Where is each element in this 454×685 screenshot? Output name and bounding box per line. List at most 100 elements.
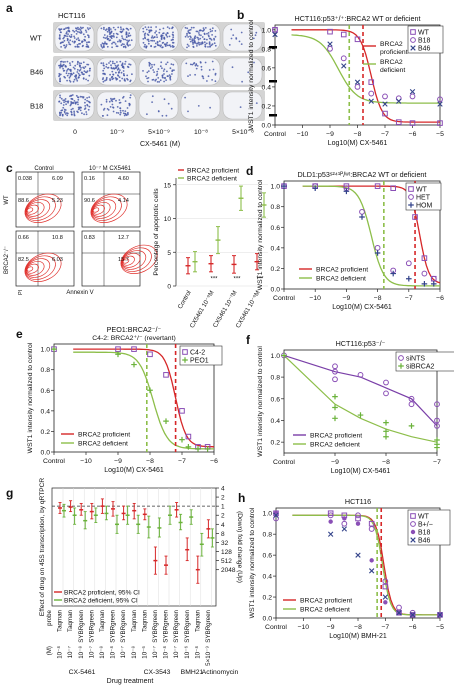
colony — [166, 75, 169, 77]
colony — [59, 77, 61, 80]
data-point — [368, 79, 375, 85]
y-tick-label: 128 — [221, 549, 232, 556]
series-legend-marker — [410, 521, 416, 527]
data-point — [179, 436, 185, 443]
assay-label: SYBRgreen — [163, 609, 170, 642]
data-point — [390, 185, 396, 191]
colony — [111, 103, 114, 106]
colony — [194, 64, 197, 67]
series-legend-label: B+/− — [418, 522, 433, 529]
series-legend-label: C4-2 — [190, 350, 205, 357]
quadrant-value: 0.66 — [18, 235, 29, 241]
quadrant-value: 4.14 — [118, 198, 129, 204]
colony — [70, 108, 73, 111]
colony — [211, 60, 214, 63]
density-contour — [25, 201, 45, 217]
colony — [203, 33, 206, 36]
y-tick-label: 0.4 — [263, 574, 273, 581]
significance-mark: *** — [256, 277, 264, 283]
colony — [158, 40, 161, 42]
category-label: CX5461 10⁻⁹M — [189, 290, 216, 330]
y-tick-label: 0.4 — [41, 408, 51, 415]
colony — [122, 46, 125, 48]
density-contour — [24, 252, 62, 282]
data-point — [368, 568, 375, 574]
data-point — [408, 401, 415, 408]
panel-letter: e — [16, 327, 23, 341]
data-point — [327, 45, 333, 52]
density-contour — [25, 196, 56, 221]
colony — [184, 96, 187, 99]
scale-bar — [269, 114, 277, 117]
colony — [122, 73, 125, 75]
colony — [150, 39, 153, 42]
series-legend-label: PEO1 — [190, 358, 209, 365]
colony — [121, 77, 124, 80]
colony — [105, 98, 108, 101]
colony — [115, 36, 118, 39]
panel-letter: b — [237, 8, 244, 22]
colony — [158, 81, 161, 83]
colony — [70, 72, 72, 75]
colony — [125, 33, 128, 36]
assay-label: Taqman — [99, 609, 106, 632]
colony — [207, 75, 210, 78]
drug-group-label: CX-5461 — [69, 669, 96, 676]
colony — [166, 70, 168, 73]
data-point — [382, 101, 388, 107]
conc-label: 10⁻⁸ — [194, 129, 208, 136]
colony — [86, 103, 89, 106]
data-point — [405, 260, 412, 267]
x-tick-label: −8 — [146, 458, 154, 465]
colony — [169, 67, 172, 70]
colony — [191, 41, 194, 44]
colony — [115, 67, 117, 69]
colony — [199, 61, 202, 64]
colony — [85, 78, 87, 81]
data-point — [341, 63, 347, 69]
colony — [104, 79, 106, 82]
density-contour — [92, 204, 105, 215]
colony — [170, 63, 173, 65]
row-label: WT — [30, 34, 42, 43]
colony — [65, 45, 67, 48]
y-tick-label: 1.0 — [271, 353, 281, 360]
series-legend-marker — [408, 194, 414, 200]
colony — [159, 65, 162, 68]
colony — [114, 28, 117, 31]
colony — [109, 28, 112, 30]
data-point — [434, 422, 440, 429]
colony — [69, 62, 71, 65]
x-tick-label: −5 — [436, 131, 444, 138]
assay-label: SYBRgreen — [173, 609, 180, 642]
colony — [77, 26, 79, 29]
data-point — [382, 583, 389, 590]
colony — [119, 41, 122, 43]
data-point — [390, 270, 396, 277]
colony — [128, 103, 131, 105]
panel-h: h HCT116 0.0 0.2 0.4 0.6 0.8 1.0 Control −10 −9 −8 −… — [238, 491, 451, 640]
colony — [109, 60, 112, 63]
y-tick-label: 0.0 — [41, 450, 51, 457]
colony — [126, 78, 129, 81]
colony — [73, 100, 76, 102]
colony — [189, 74, 192, 76]
data-point — [332, 368, 338, 375]
colony — [156, 40, 159, 43]
colony — [73, 30, 76, 33]
assay-label: Taqman — [141, 609, 148, 632]
x-tick-label: −6 — [409, 624, 417, 631]
data-point — [382, 110, 388, 117]
colony — [147, 42, 150, 45]
colony — [199, 37, 202, 40]
curve-legend-label: BRCA2 proficient — [78, 432, 130, 439]
colony — [202, 77, 205, 80]
y-axis-label: WST1 intensity normalized to control — [257, 179, 264, 290]
colony — [128, 39, 131, 42]
colony — [166, 44, 169, 47]
colony — [148, 61, 151, 64]
colony — [109, 39, 112, 41]
colony — [102, 64, 105, 66]
colony — [122, 70, 125, 72]
data-point — [332, 363, 338, 370]
